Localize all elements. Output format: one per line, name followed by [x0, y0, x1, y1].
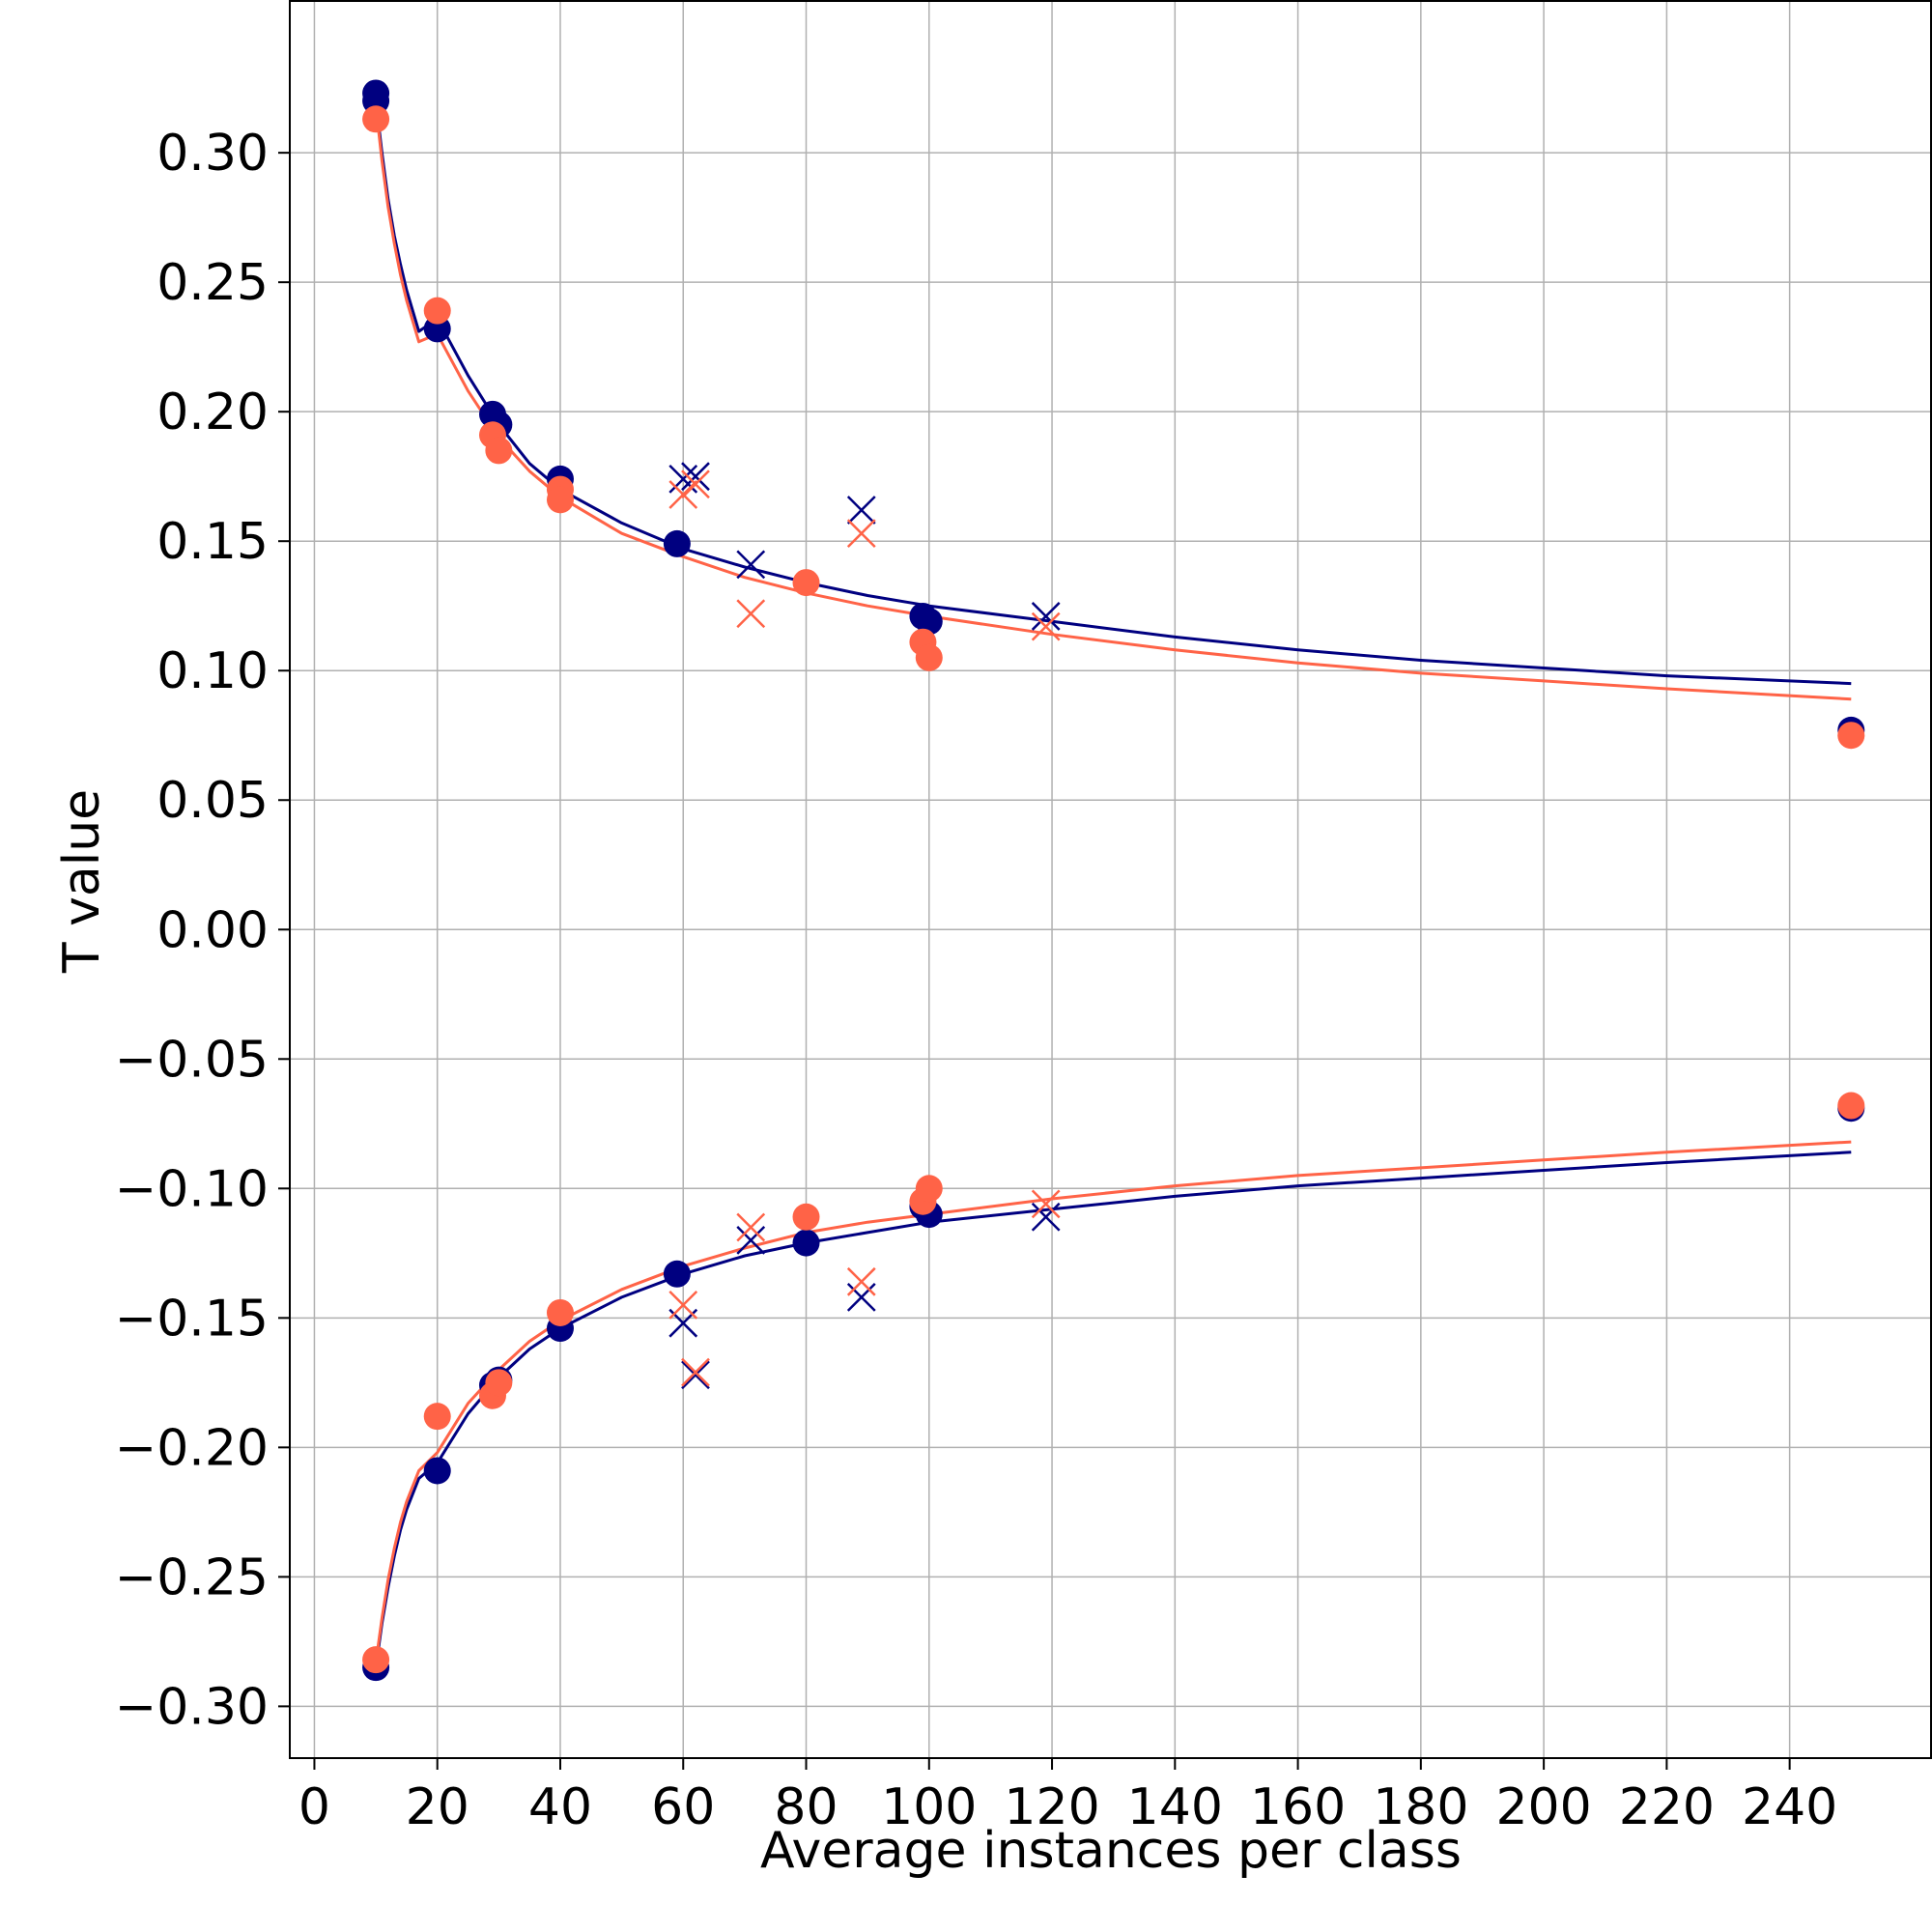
scatter-cross: [846, 1266, 876, 1296]
x-tick-label: 220: [1619, 1778, 1715, 1836]
scatter-point: [915, 608, 943, 636]
scatter-point: [663, 529, 691, 557]
grid: [290, 0, 1931, 1758]
scatter-point: [423, 1403, 451, 1431]
scatter-cross: [681, 469, 710, 499]
y-tick-label: 0.10: [156, 642, 269, 700]
y-tick-label: −0.15: [115, 1290, 269, 1348]
scatter-cross: [736, 1212, 766, 1242]
scatter-point: [423, 1457, 451, 1485]
scatter-point: [915, 1175, 943, 1203]
scatter-point: [1837, 1092, 1865, 1120]
y-tick-label: 0.05: [156, 772, 269, 830]
fit-curve-line: [374, 1151, 1852, 1668]
y-axis-title: T value: [53, 789, 111, 974]
x-axis-title: Average instances per class: [760, 1822, 1462, 1880]
x-tick-label: 80: [774, 1778, 838, 1836]
scatter-cross: [846, 1283, 876, 1312]
scatter-cross: [668, 480, 698, 509]
x-tick-label: 240: [1742, 1778, 1837, 1836]
scatter-cross: [846, 496, 876, 525]
scatter-cross: [681, 1360, 710, 1390]
scatter-cross: [1031, 1189, 1061, 1219]
x-tick-label: 20: [406, 1778, 469, 1836]
fit-curves: [374, 100, 1852, 1668]
scatter-cross: [1031, 602, 1061, 631]
scatter-point: [423, 297, 451, 325]
x-tick-label: 140: [1127, 1778, 1223, 1836]
scatter-point: [362, 1646, 390, 1674]
scatter-point: [792, 1203, 820, 1231]
scatter-cross: [681, 1357, 710, 1387]
y-tick-label: −0.30: [115, 1678, 269, 1736]
fit-curve-line: [374, 100, 1852, 686]
y-tick-label: 0.25: [156, 254, 269, 312]
scatter-cross: [736, 1226, 766, 1255]
scatter-cross: [668, 1291, 698, 1320]
fit-curve-line: [374, 105, 1852, 701]
x-tick-label: 160: [1250, 1778, 1346, 1836]
data-markers: [362, 79, 1865, 1682]
scatter-point: [485, 1369, 513, 1397]
scatter-cross: [736, 599, 766, 629]
x-tick-label: 120: [1004, 1778, 1099, 1836]
y-tick-label: 0.30: [156, 125, 269, 183]
scatter-cross: [846, 519, 876, 549]
scatter-cross: [1031, 611, 1061, 641]
x-tick-label: 60: [651, 1778, 715, 1836]
scatter-point: [485, 437, 513, 465]
x-tick-label: 200: [1495, 1778, 1591, 1836]
scatter-point: [546, 486, 574, 514]
y-tick-label: −0.20: [115, 1419, 269, 1477]
scatter-cross: [681, 462, 710, 492]
scatter-point: [362, 105, 390, 133]
axis-ticks: 0 20 40 60 80 100 120 140 160 180 200 220 240 0.30 0.2…: [115, 125, 1838, 1836]
fit-curve-line: [374, 1140, 1852, 1663]
scatter-point: [792, 1229, 820, 1257]
scatter-point: [1837, 722, 1865, 750]
x-tick-label: 100: [881, 1778, 977, 1836]
scatter-point: [546, 1298, 574, 1326]
scatter-cross: [736, 550, 766, 580]
scatter-point: [663, 1260, 691, 1288]
x-tick-label: 180: [1373, 1778, 1468, 1836]
x-tick-label: 0: [298, 1778, 330, 1836]
x-tick-label: 40: [528, 1778, 592, 1836]
y-tick-label: 0.15: [156, 513, 269, 571]
plot-frame: [289, 0, 1932, 1759]
y-tick-label: −0.10: [115, 1160, 269, 1218]
scatter-cross: [1031, 1202, 1061, 1232]
y-tick-label: −0.25: [115, 1548, 269, 1606]
scatter-point: [915, 643, 943, 671]
y-tick-label: 0.20: [156, 384, 269, 441]
y-tick-label: 0.00: [156, 901, 269, 959]
y-tick-label: −0.05: [115, 1031, 269, 1089]
scatter-point: [792, 569, 820, 597]
